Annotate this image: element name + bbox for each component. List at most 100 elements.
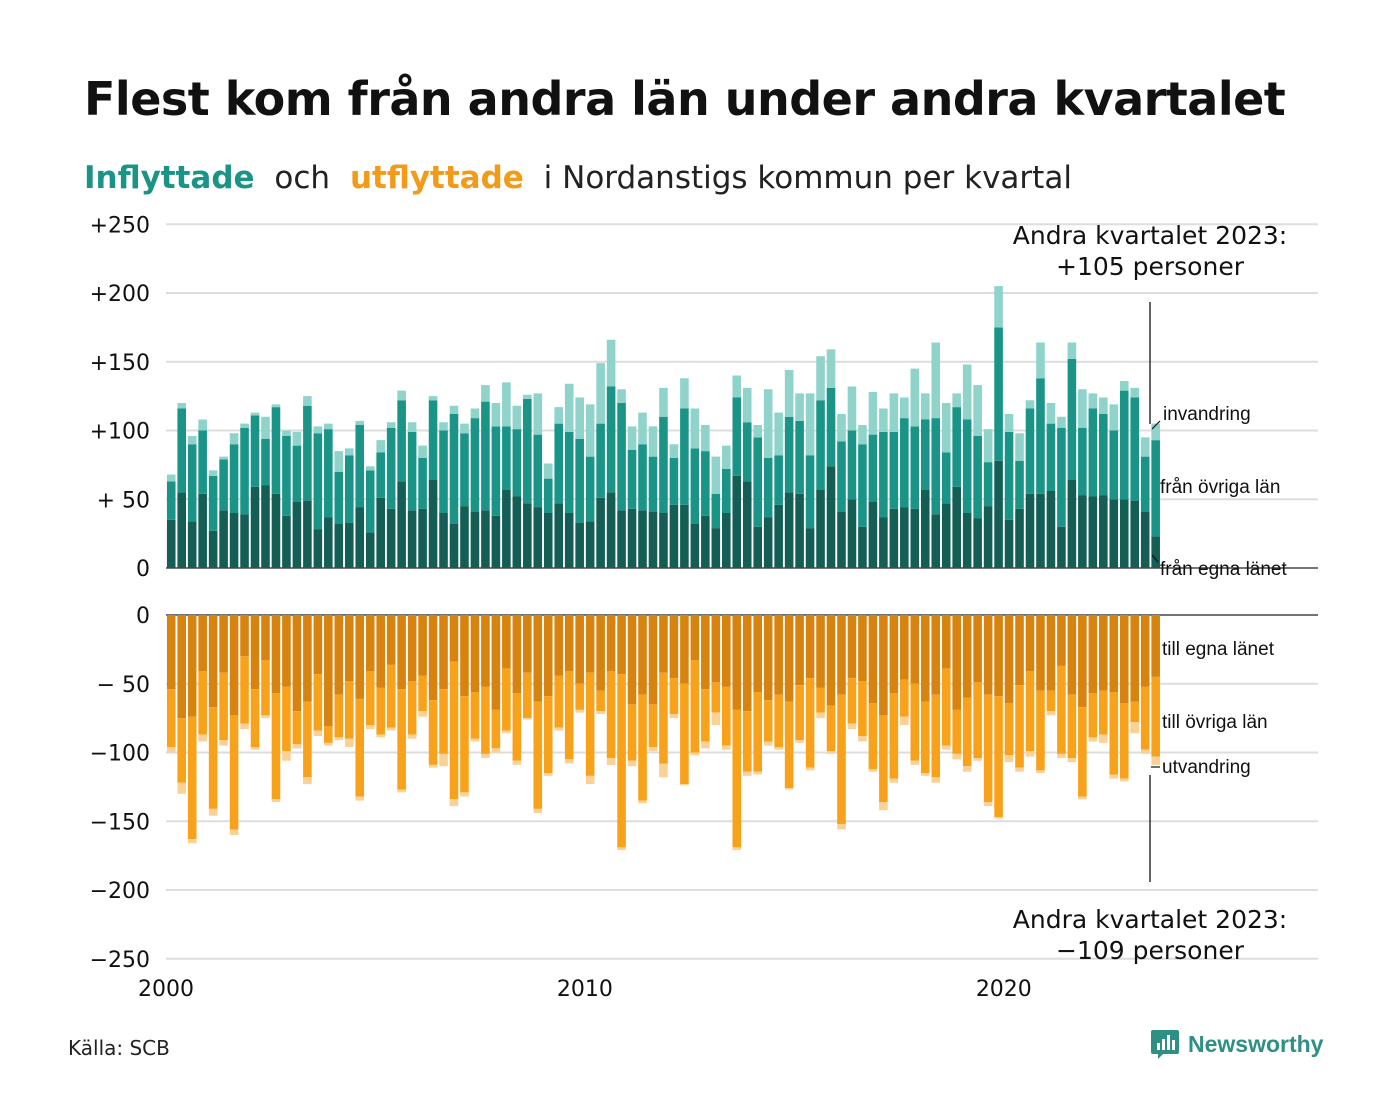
bar-in-other xyxy=(868,434,878,502)
label-till-ovriga-lan: till övriga län xyxy=(1162,712,1268,733)
chart-subtitle: Inflyttade och utflyttade i Nordanstigs … xyxy=(84,160,1082,196)
bar-out-emigration xyxy=(784,788,794,790)
bar-in-own xyxy=(1036,493,1045,568)
annotation-top-line1: Andra kvartalet 2023: xyxy=(1013,221,1287,250)
bar-out-own xyxy=(805,615,815,679)
bar-out-emigration xyxy=(889,778,899,783)
bar-out-own xyxy=(858,615,867,681)
bar-out-own xyxy=(564,615,574,672)
bar-in-other xyxy=(627,449,637,509)
bar-out-own xyxy=(627,615,637,705)
bar-out-own xyxy=(177,615,187,719)
bar-out-own xyxy=(292,615,302,712)
bar-out-own xyxy=(502,615,511,669)
bar-out-emigration xyxy=(774,747,783,750)
bar-out-emigration xyxy=(491,748,501,753)
bar-out-emigration xyxy=(868,769,878,772)
bar-out-emigration xyxy=(324,742,333,746)
bar-in-other xyxy=(250,415,260,487)
newsworthy-logo-icon xyxy=(1151,1030,1179,1059)
bar-out-emigration xyxy=(523,718,532,720)
bar-out-other xyxy=(554,675,564,728)
bar-out-other xyxy=(481,686,490,754)
bar-in-other xyxy=(177,408,187,493)
bar-in-other xyxy=(1109,430,1119,500)
bar-out-emigration xyxy=(177,782,187,794)
newsworthy-logo: Newsworthy xyxy=(1150,1028,1323,1060)
bar-out-own xyxy=(1099,615,1108,691)
bar-in-immigration xyxy=(721,445,731,469)
bar-in-other xyxy=(617,403,626,511)
bar-in-other xyxy=(1140,456,1150,512)
bar-in-own xyxy=(659,513,668,568)
bar-out-own xyxy=(418,615,427,676)
bar-in-other xyxy=(638,444,647,511)
bar-out-other xyxy=(1036,690,1045,771)
bar-out-own xyxy=(994,615,1003,697)
bar-out-own xyxy=(1025,615,1035,672)
bar-in-immigration xyxy=(606,339,616,387)
bar-in-other xyxy=(648,456,658,512)
bar-out-other xyxy=(879,715,888,802)
bar-out-other xyxy=(994,696,1003,818)
bar-in-other xyxy=(920,419,930,490)
bar-out-own xyxy=(554,615,564,676)
bar-in-immigration xyxy=(784,370,794,417)
bar-out-other xyxy=(711,682,721,713)
bar-in-other xyxy=(554,423,564,504)
bar-out-emigration xyxy=(721,745,731,750)
bar-out-own xyxy=(261,615,270,661)
bar-in-own xyxy=(680,504,689,568)
bar-in-immigration xyxy=(900,397,909,419)
bar-out-other xyxy=(973,682,982,758)
bar-in-other xyxy=(795,420,804,494)
bar-out-other xyxy=(920,701,930,774)
bar-out-emigration xyxy=(282,751,291,761)
bar-in-own xyxy=(449,524,459,568)
bar-out-emigration xyxy=(805,767,815,771)
source-label: Källa: SCB xyxy=(68,1036,170,1060)
x-tick-label: 2010 xyxy=(557,977,613,1002)
bar-out-emigration xyxy=(941,745,951,750)
bar-out-emigration xyxy=(292,744,302,749)
bar-out-own xyxy=(962,615,972,698)
bar-out-emigration xyxy=(931,777,941,783)
bar-out-emigration xyxy=(554,727,564,731)
bar-in-immigration xyxy=(313,426,323,434)
bar-in-own xyxy=(1057,526,1066,568)
bar-in-immigration xyxy=(533,393,543,435)
bar-in-other xyxy=(596,423,605,498)
bar-out-other xyxy=(439,689,448,754)
bar-in-own xyxy=(1015,508,1024,568)
bar-out-emigration xyxy=(1067,758,1077,763)
bar-in-immigration xyxy=(816,356,825,401)
bar-in-own xyxy=(868,502,878,568)
bar-in-own xyxy=(617,510,626,568)
bar-out-own xyxy=(543,615,553,697)
bar-out-own xyxy=(711,615,721,683)
bar-out-other xyxy=(952,709,961,754)
bar-out-emigration xyxy=(1099,734,1108,743)
bar-out-other xyxy=(962,697,972,767)
bar-out-other xyxy=(805,678,815,768)
bar-in-own xyxy=(837,511,846,568)
bar-out-own xyxy=(701,615,710,690)
bar-out-own xyxy=(680,615,689,684)
bar-out-emigration xyxy=(481,753,490,758)
bar-out-own xyxy=(187,615,197,717)
bar-out-emigration xyxy=(627,760,637,767)
bar-out-own xyxy=(941,615,951,669)
bar-in-other xyxy=(470,418,480,512)
annotation-bottom-line1: Andra kvartalet 2023: xyxy=(1013,905,1287,934)
bar-out-other xyxy=(324,726,333,743)
bar-out-other xyxy=(460,696,469,793)
bar-out-own xyxy=(386,615,396,665)
bar-out-other xyxy=(1015,685,1024,768)
bar-in-other xyxy=(292,445,302,502)
bar-out-other xyxy=(648,704,658,747)
bar-out-emigration xyxy=(837,824,846,830)
bar-out-emigration xyxy=(1004,755,1014,763)
bar-out-emigration xyxy=(847,723,857,730)
bar-out-emigration xyxy=(596,711,605,714)
bar-in-other xyxy=(324,429,333,518)
